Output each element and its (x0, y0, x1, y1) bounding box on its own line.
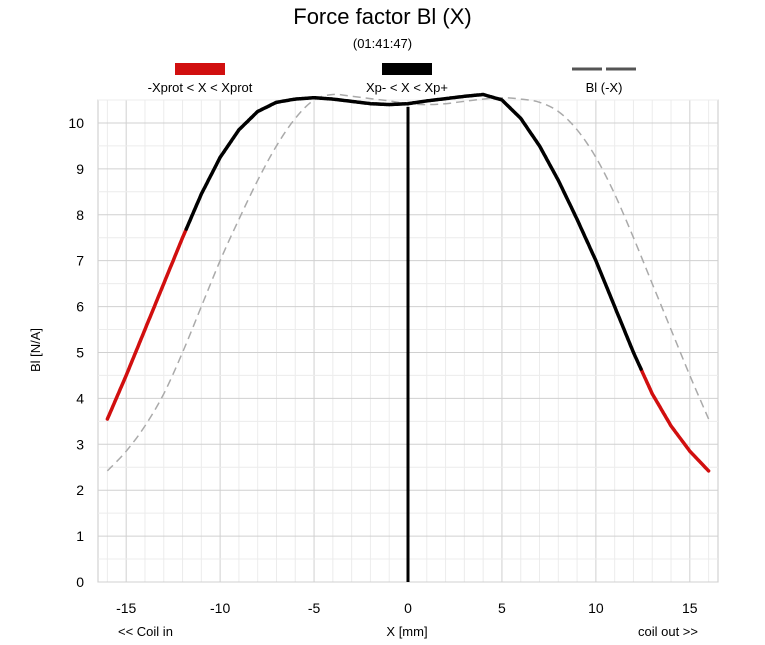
x-tick-label: 0 (404, 600, 412, 616)
y-axis-label: Bl [N/A] (28, 328, 43, 372)
y-tick-label: 4 (76, 390, 84, 406)
legend-label-xp: Xp- < X < Xp+ (366, 80, 448, 95)
y-tick-label: 10 (68, 115, 84, 131)
x-ticks: -15 -10 -5 0 5 10 15 (116, 600, 698, 616)
y-tick-label: 5 (76, 344, 84, 360)
series-layer (105, 92, 711, 473)
series-line-bl-right-red (639, 367, 711, 473)
chart-subtitle: (01:41:47) (352, 36, 413, 51)
y-tick-label: 8 (76, 207, 84, 223)
x-tick-label: -15 (116, 600, 136, 616)
y-tick-label: 2 (76, 482, 84, 498)
x-axis-label: X [mm] (386, 624, 427, 639)
series-line-bl-left-red (105, 227, 189, 421)
x-right-note: coil out >> (638, 624, 698, 639)
x-tick-label: 10 (588, 600, 604, 616)
y-tick-label: 1 (76, 528, 84, 544)
x-tick-label: -10 (210, 600, 230, 616)
legend-swatch-xp (382, 63, 432, 75)
x-tick-label: 5 (498, 600, 506, 616)
chart-title: Force factor Bl (X) (293, 4, 472, 29)
x-left-note: << Coil in (118, 624, 173, 639)
y-tick-label: 0 (76, 574, 84, 590)
y-tick-label: 3 (76, 436, 84, 452)
legend-swatch-xprot (175, 63, 225, 75)
series-line-bl-black (184, 92, 643, 371)
legend-label-mirror: Bl (-X) (586, 80, 623, 95)
x-tick-label: -5 (308, 600, 321, 616)
legend-label-xprot: -Xprot < X < Xprot (148, 80, 253, 95)
y-tick-label: 7 (76, 253, 84, 269)
y-tick-label: 6 (76, 299, 84, 315)
x-tick-label: 15 (682, 600, 698, 616)
legend: -Xprot < X < Xprot Xp- < X < Xp+ Bl (-X) (148, 63, 636, 95)
y-tick-label: 9 (76, 161, 84, 177)
y-ticks: 0 1 2 3 4 5 6 7 8 9 10 (68, 115, 84, 590)
